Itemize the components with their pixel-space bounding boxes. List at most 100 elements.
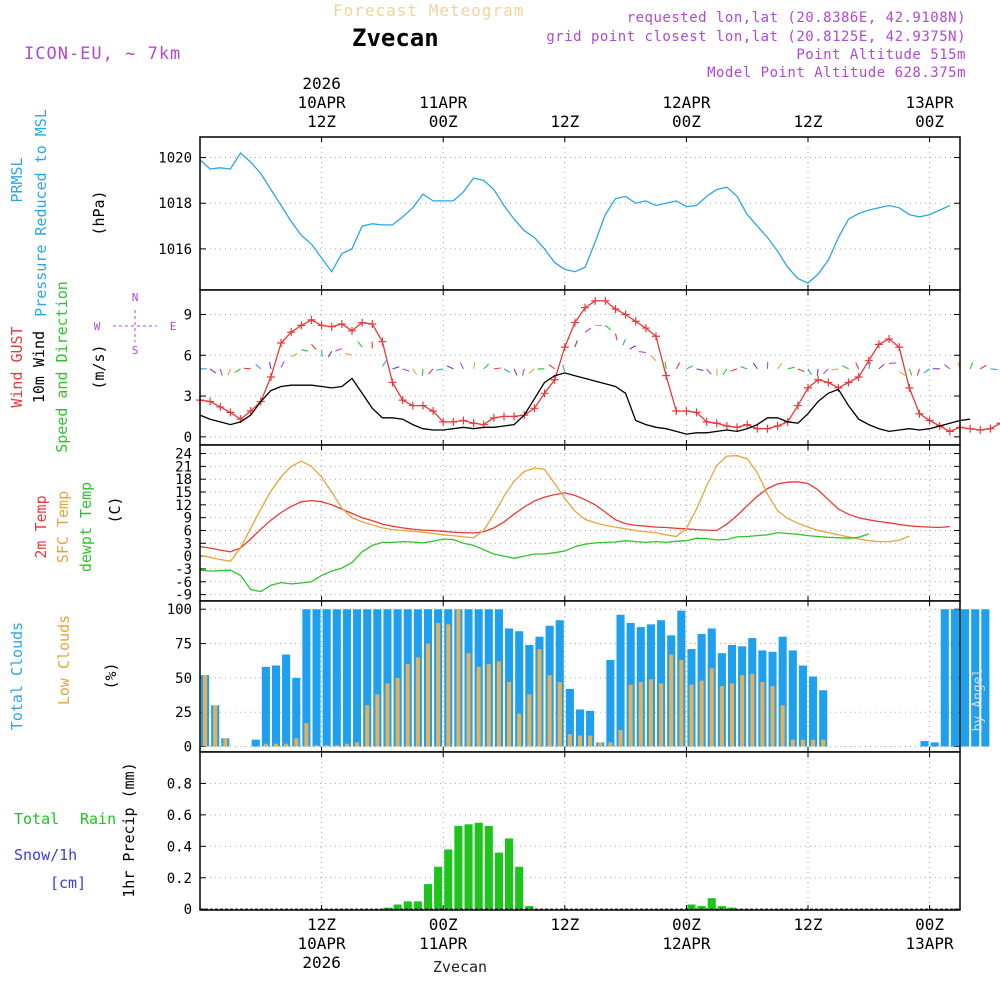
low-cloud-bar xyxy=(263,743,268,747)
model-altitude: Model Point Altitude 628.375m xyxy=(707,65,966,81)
wind-direction-arrow xyxy=(269,361,272,369)
gust-marker xyxy=(874,340,883,349)
gust-marker xyxy=(712,419,721,428)
top-time-label: 13APR xyxy=(906,93,955,112)
top-time-label: 10APR xyxy=(298,93,347,112)
y-tick-label: -3 xyxy=(175,562,192,578)
wind-direction-arrow xyxy=(898,371,906,376)
compass-south: S xyxy=(132,344,139,357)
gust-marker xyxy=(864,356,873,365)
rain-bar xyxy=(413,901,422,910)
gust-marker xyxy=(722,421,731,430)
wind-direction-arrow xyxy=(686,365,694,370)
low-cloud-bar xyxy=(770,686,775,747)
low-cloud-bar xyxy=(385,683,390,747)
total-cloud-bar xyxy=(565,688,574,747)
wind-direction-arrow xyxy=(227,368,231,376)
low-cloud-bar xyxy=(638,681,643,747)
low-cloud-bar xyxy=(496,661,501,747)
wind-direction-arrow xyxy=(842,365,849,370)
rain-bar xyxy=(484,825,493,910)
wind-direction-arrow xyxy=(321,349,323,357)
wind-direction-arrow xyxy=(483,363,490,370)
y-tick-label: 50 xyxy=(175,671,192,687)
wind-direction-arrow xyxy=(345,352,353,356)
rain-bar xyxy=(707,898,716,910)
wind-direction-arrow xyxy=(255,363,262,370)
gust-marker xyxy=(601,296,610,305)
bottom-time-label: 00Z xyxy=(672,915,701,934)
low-cloud-bar xyxy=(486,664,491,747)
total-cloud-bar xyxy=(575,709,585,747)
rain-bar xyxy=(434,866,443,910)
wind-direction-arrow xyxy=(868,361,871,369)
precip-plot-area xyxy=(200,752,960,910)
y-tick-label: 0 xyxy=(184,549,192,565)
clouds-ylabel: Low Clouds xyxy=(55,615,73,705)
wind-direction-arrow xyxy=(696,368,704,371)
total-cloud-bar xyxy=(515,631,524,747)
total-cloud-bar xyxy=(292,677,301,747)
wind-ylabel: 10m Wind xyxy=(30,331,48,403)
rain-bar xyxy=(403,901,412,910)
low-cloud-bar xyxy=(395,677,400,747)
gust-marker xyxy=(662,371,671,380)
gust-marker xyxy=(378,337,387,346)
low-cloud-bar xyxy=(618,730,623,747)
rain-bar xyxy=(717,906,726,910)
wind-direction-arrow xyxy=(622,338,627,346)
y-tick-label: 9 xyxy=(184,511,192,527)
gust-marker xyxy=(287,328,296,337)
wind-direction-arrow xyxy=(562,364,566,372)
gust-marker xyxy=(439,417,448,426)
top-time-label: 2026 xyxy=(302,74,341,93)
wind-direction-arrow xyxy=(675,362,681,370)
y-tick-label: 0.2 xyxy=(167,871,192,887)
gust-marker xyxy=(581,303,590,312)
pressure-unit: (hPa) xyxy=(90,190,108,235)
pressure-ylabel: PRMSL xyxy=(8,157,26,202)
wind-direction-arrow xyxy=(357,341,363,348)
wind-direction-arrow xyxy=(503,368,511,373)
gust-marker xyxy=(418,401,427,410)
y-tick-label: 25 xyxy=(175,705,192,721)
gust-marker xyxy=(895,343,904,352)
low-cloud-bar xyxy=(273,743,279,747)
wind-direction-arrow xyxy=(855,362,860,370)
wind-direction-arrow xyxy=(473,361,476,369)
series-line xyxy=(199,372,971,435)
precip-label-rain: Rain xyxy=(80,810,116,828)
wind-direction-arrow xyxy=(290,352,298,358)
wind-direction-arrow xyxy=(664,361,667,369)
wind-direction-arrow xyxy=(752,362,758,370)
y-tick-label: 24 xyxy=(175,447,192,463)
footer-location: Zvecan xyxy=(433,958,487,976)
gust-marker xyxy=(854,373,863,382)
temp-ylabel: 2m Temp xyxy=(32,495,50,558)
y-tick-label: 0 xyxy=(184,740,192,756)
rain-bar xyxy=(444,849,453,910)
series-line xyxy=(199,455,910,563)
gust-marker xyxy=(824,378,833,387)
wind-direction-arrow xyxy=(831,368,839,371)
total-cloud-bar xyxy=(616,614,625,747)
gust-marker xyxy=(885,334,894,343)
low-cloud-bar xyxy=(648,679,653,747)
top-time-label: 12Z xyxy=(307,112,336,131)
wind-direction-arrow xyxy=(969,362,974,370)
wind-direction-arrow xyxy=(280,360,285,368)
gust-marker xyxy=(966,424,975,433)
rain-bar xyxy=(464,824,473,910)
low-cloud-bar xyxy=(760,681,765,747)
gust-marker xyxy=(570,318,579,327)
y-tick-label: 1016 xyxy=(158,242,192,258)
total-cloud-bar xyxy=(332,609,341,747)
y-tick-label: 12 xyxy=(175,498,192,514)
y-tick-label: 3 xyxy=(184,389,192,405)
wind-direction-arrow xyxy=(706,368,712,375)
series-line xyxy=(199,481,950,553)
wind-unit: (m/s) xyxy=(90,344,108,389)
wind-direction-arrow xyxy=(234,368,241,374)
wind-direction-arrow xyxy=(722,368,728,375)
low-cloud-bar xyxy=(375,694,380,747)
